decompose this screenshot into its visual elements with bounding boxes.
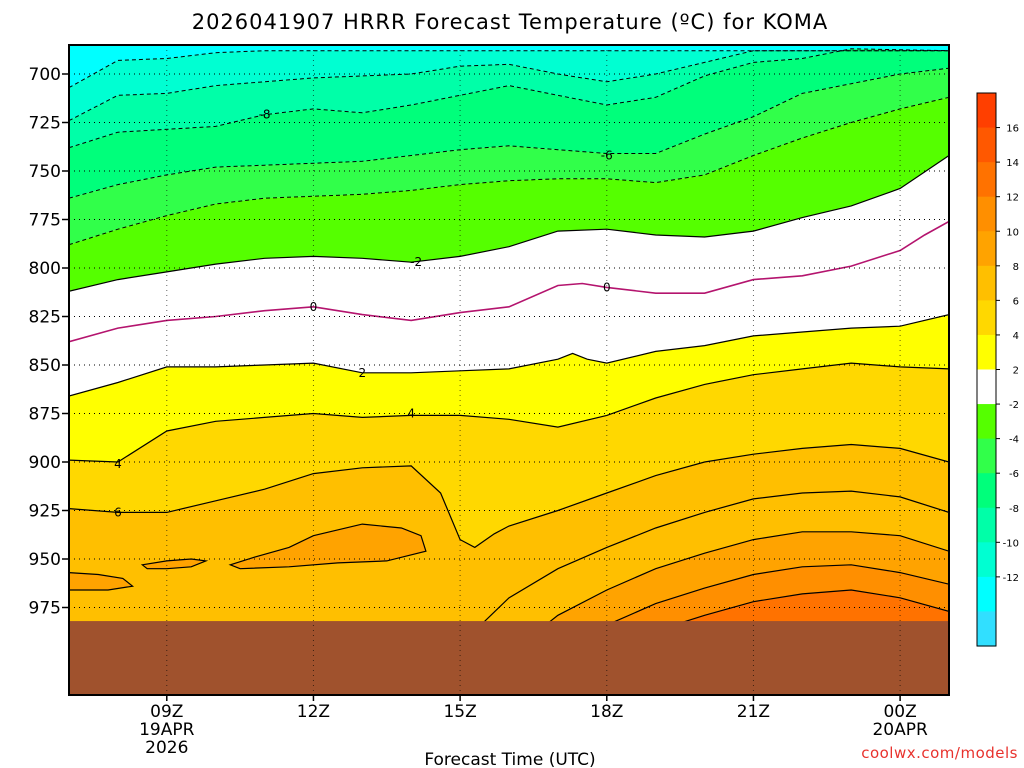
band-2-7: [69, 314, 949, 462]
colorbar-segment: [977, 438, 996, 474]
colorbar-segment: [977, 576, 996, 613]
colorbar-label: -2: [1009, 400, 1019, 411]
color-bar: 16 14 12 10 8 6 4 2 -2 -4 -6 -8 -10 -12: [976, 92, 1019, 647]
contour-label: -6: [601, 148, 613, 162]
warm-region-8-5: [140, 558, 209, 570]
colorbar-label: 2: [1013, 366, 1019, 377]
band--8-2: [69, 48, 949, 148]
y-tick-label: 875: [29, 405, 61, 425]
band--2-5: [69, 97, 949, 292]
x-tick-year: 2026: [145, 738, 188, 758]
warm-region-8-4: [228, 523, 427, 570]
colorbar-segment: [977, 127, 996, 163]
y-tick-label: 700: [29, 65, 61, 85]
contour-line-zero: [69, 220, 949, 343]
contour-label: 6: [114, 505, 122, 519]
warm-region-12-3: [655, 589, 949, 632]
y-tick-label: 900: [29, 453, 61, 473]
band--10-1: [69, 50, 949, 121]
ground-surface: [69, 621, 949, 695]
contour-line--2to2: [69, 314, 949, 397]
colorbar-segment: [977, 611, 996, 647]
colorbar-segment: [977, 542, 996, 578]
contour-label: -8: [259, 108, 271, 122]
y-tick-label: 850: [29, 356, 61, 376]
contour-line--6: [69, 67, 949, 199]
band--2to2-6: [69, 155, 949, 396]
colorbar-label: -12: [1003, 573, 1019, 584]
contour-label: 4: [114, 457, 122, 471]
contour-line--10: [69, 50, 949, 122]
contour-line--4: [69, 96, 949, 246]
y-tick-label: 925: [29, 502, 61, 522]
colorbar-label: 16: [1006, 124, 1019, 135]
x-tick-label: 09Z: [150, 702, 183, 722]
y-tick-label: 950: [29, 550, 61, 570]
colorbar-segment: [977, 473, 996, 509]
x-tick-label: 15Z: [443, 702, 476, 722]
band--4-4: [69, 68, 949, 245]
x-tick-label: 18Z: [590, 702, 623, 722]
x-tick-label: 21Z: [737, 702, 770, 722]
contour-label: 0: [310, 300, 318, 314]
contour-labels: -8 -6 -2 0 0 2 4 4 6: [114, 108, 613, 520]
y-tick-label: 825: [29, 308, 61, 328]
x-tick-date: 19APR: [139, 720, 195, 740]
colorbar-segment: [977, 162, 996, 198]
colorbar-segment: [977, 507, 996, 543]
y-tick-label: 725: [29, 114, 61, 134]
colorbar-segment: [977, 93, 996, 129]
plot-frame: [68, 44, 950, 696]
contour-line--12: [69, 50, 949, 89]
x-axis-title: Forecast Time (UTC): [424, 750, 595, 768]
colorbar-label: 4: [1013, 331, 1019, 342]
contour-line-2: [69, 362, 949, 463]
colorbar-label: -8: [1009, 504, 1019, 515]
colorbar-label: 8: [1013, 262, 1019, 273]
x-tick-date: 20APR: [872, 720, 928, 740]
credit-text: coolwx.com/models: [861, 744, 1018, 762]
colorbar-segment: [977, 265, 996, 301]
grid-lines: [69, 45, 949, 695]
chart-title: 2026041907 HRRR Forecast Temperature (ºC…: [192, 10, 829, 34]
contour-line-4: [69, 443, 949, 549]
colorbar-segment: [977, 334, 996, 371]
colorbar-segment: [977, 231, 996, 267]
warm-region-8-6: [69, 571, 135, 591]
contour-label: 2: [359, 366, 367, 380]
colorbar-label: 10: [1006, 227, 1019, 238]
colorbar-label: -4: [1009, 435, 1019, 446]
contour-line--8: [69, 48, 949, 149]
y-axis: 700 725 750 775 800 825 850 875 900 925 950 975: [29, 65, 69, 619]
x-tick-label: 00Z: [883, 702, 916, 722]
x-tick-label: 12Z: [297, 702, 330, 722]
plot-area: -8 -6 -2 0 0 2 4 4 6: [69, 45, 949, 695]
band-4-8: [69, 363, 949, 548]
contour-label: -2: [410, 255, 422, 269]
band--6-3: [69, 48, 949, 199]
colorbar-label: -6: [1009, 469, 1019, 480]
y-tick-label: 775: [29, 211, 61, 231]
warm-regions: [69, 490, 949, 632]
contour-lines: [69, 48, 949, 549]
colorbar-segment: [977, 300, 996, 336]
colorbar-segment: [977, 404, 996, 440]
colorbar-label: -10: [1003, 538, 1019, 549]
temperature-bands: [69, 45, 949, 631]
colorbar-label: 12: [1006, 193, 1019, 204]
colorbar-segment: [977, 369, 996, 405]
colorbar-segment: [977, 196, 996, 232]
contour-label: 0: [603, 280, 611, 294]
colorbar-label: 6: [1013, 296, 1019, 307]
y-tick-label: 750: [29, 162, 61, 182]
contour-line--2: [69, 155, 949, 292]
y-tick-label: 975: [29, 599, 61, 619]
y-tick-label: 800: [29, 259, 61, 279]
contour-label: 4: [407, 407, 415, 421]
colorbar-label: 14: [1006, 158, 1019, 169]
